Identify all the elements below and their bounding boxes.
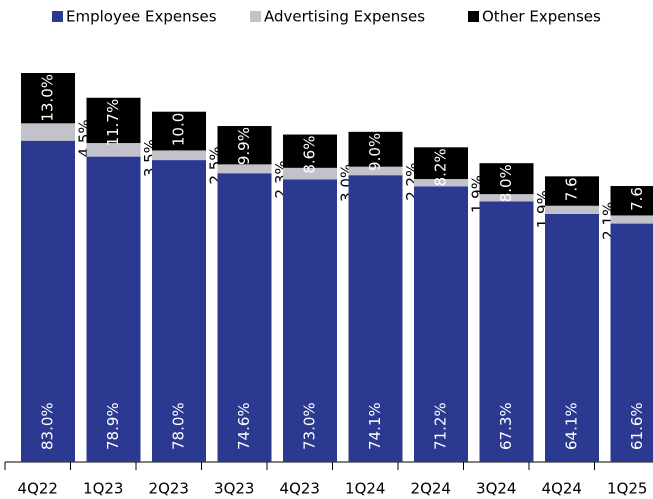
bar-segment bbox=[283, 167, 337, 180]
x-tick-label: 2Q24 bbox=[411, 480, 451, 498]
bar-segment bbox=[545, 205, 599, 214]
bar-segment bbox=[21, 73, 75, 124]
bar-segment bbox=[348, 175, 403, 463]
data-label: 67.3% bbox=[497, 402, 515, 450]
bar-segment bbox=[414, 147, 468, 180]
data-label: 8.6% bbox=[301, 136, 319, 174]
legend-swatch bbox=[468, 11, 479, 22]
data-label: 7.6 bbox=[628, 187, 646, 211]
x-tick-label: 1Q24 bbox=[345, 480, 385, 498]
bar-segment bbox=[479, 194, 534, 202]
x-tick-label: 4Q23 bbox=[280, 480, 320, 498]
bar-segment bbox=[479, 201, 534, 462]
data-label: 71.2% bbox=[432, 402, 450, 450]
x-tick-label: 1Q25 bbox=[607, 480, 647, 498]
bar-segment bbox=[610, 215, 653, 224]
x-tick-label: 4Q24 bbox=[542, 480, 582, 498]
legend-swatch bbox=[250, 11, 261, 22]
bar-segment bbox=[414, 179, 468, 187]
data-label: 83.0% bbox=[39, 402, 57, 450]
x-tick-label: 3Q23 bbox=[214, 480, 254, 498]
bar-segment bbox=[152, 111, 206, 151]
data-label: 61.6% bbox=[628, 402, 646, 450]
data-label: 10.0 bbox=[170, 113, 188, 146]
bar-segment bbox=[21, 140, 75, 462]
data-label: 78.0% bbox=[170, 402, 188, 450]
bar-segment bbox=[283, 134, 337, 168]
data-label: 7.6 bbox=[563, 177, 581, 201]
data-label: 73.0% bbox=[301, 402, 319, 450]
bar-segment bbox=[152, 150, 206, 161]
bar-segment bbox=[152, 160, 206, 463]
bar-segment bbox=[610, 223, 653, 462]
data-label: 64.1% bbox=[563, 402, 581, 450]
bar-segment bbox=[348, 131, 403, 167]
data-label: 9.9% bbox=[235, 127, 253, 165]
bar-segment bbox=[217, 126, 272, 165]
bar-segment bbox=[283, 179, 337, 462]
legend-label: Employee Expenses bbox=[66, 8, 217, 26]
legend-swatch bbox=[52, 11, 63, 22]
data-label: 74.6% bbox=[235, 402, 253, 450]
bar-segment bbox=[610, 186, 653, 216]
bar-segment bbox=[545, 176, 599, 206]
bar-segment bbox=[86, 156, 141, 463]
legend-label: Other Expenses bbox=[482, 8, 601, 26]
bar-segment bbox=[479, 163, 534, 195]
bar-segment bbox=[414, 186, 468, 462]
legend-label: Advertising Expenses bbox=[264, 8, 425, 26]
x-tick-label: 3Q24 bbox=[476, 480, 516, 498]
x-tick-label: 4Q22 bbox=[18, 480, 58, 498]
data-label: 13.0% bbox=[39, 74, 57, 122]
bar-segment bbox=[21, 123, 75, 141]
data-label: 11.7% bbox=[104, 99, 122, 147]
data-label: 8.0% bbox=[497, 164, 515, 202]
bar-segment bbox=[217, 173, 272, 462]
data-label: 74.1% bbox=[366, 402, 384, 450]
bar-segment bbox=[348, 166, 403, 176]
x-tick-label: 1Q23 bbox=[83, 480, 123, 498]
x-tick-label: 2Q23 bbox=[149, 480, 189, 498]
data-label: 9.0% bbox=[366, 133, 384, 171]
bar-segment bbox=[86, 97, 141, 144]
data-label: 8.2% bbox=[432, 148, 450, 186]
bar-segment bbox=[86, 143, 141, 157]
bar-segment bbox=[217, 164, 272, 174]
data-label: 78.9% bbox=[104, 402, 122, 450]
bar-segment bbox=[545, 213, 599, 462]
